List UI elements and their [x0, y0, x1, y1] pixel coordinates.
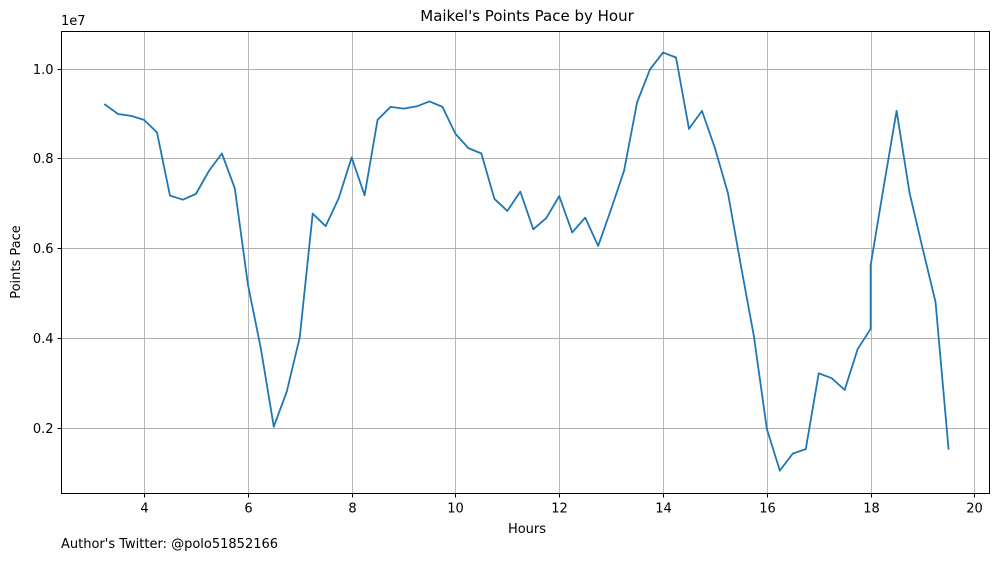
data-point	[104, 103, 106, 106]
data-point	[311, 212, 314, 215]
data-point	[130, 115, 132, 117]
x-tick-label: 4	[140, 502, 148, 517]
data-point	[856, 348, 859, 350]
series-group	[103, 51, 950, 472]
data-point	[208, 170, 210, 172]
data-point	[714, 147, 716, 149]
plot-frame	[61, 31, 990, 494]
data-point	[247, 283, 249, 285]
author-twitter-note: Author's Twitter: @polo51852166	[61, 537, 279, 552]
x-tick-label: 8	[348, 502, 356, 517]
data-point	[532, 228, 535, 231]
x-tick-label: 12	[551, 502, 568, 517]
data-point	[649, 68, 651, 70]
data-point	[727, 192, 729, 194]
data-point	[934, 301, 937, 303]
data-point	[895, 110, 898, 112]
data-point	[636, 101, 638, 104]
data-point	[908, 192, 911, 194]
data-point	[662, 51, 664, 54]
data-point	[817, 372, 820, 375]
y-offset-label: 1e7	[61, 14, 86, 29]
data-point	[921, 247, 924, 249]
y-axis-ticks: 0.2 0.4 0.6 0.8 1.0	[33, 63, 62, 437]
x-tick-label: 10	[447, 502, 464, 517]
data-point	[117, 113, 119, 115]
data-point	[830, 377, 833, 380]
data-point	[272, 425, 275, 428]
x-tick-label: 6	[244, 502, 252, 517]
data-point	[584, 216, 586, 219]
data-point	[869, 264, 872, 266]
data-point	[740, 264, 742, 267]
data-point	[169, 194, 171, 197]
data-point	[402, 107, 405, 110]
data-point	[688, 128, 690, 130]
data-point	[882, 186, 885, 188]
data-point	[350, 156, 353, 159]
data-point	[467, 147, 470, 149]
data-point	[156, 131, 158, 134]
data-point	[454, 132, 457, 135]
data-point	[571, 231, 574, 234]
data-point	[506, 210, 509, 212]
data-point	[298, 336, 301, 339]
x-axis-ticks: 4 6 8 10 12 14 16 18 20	[140, 493, 983, 517]
y-tick-label: 0.8	[33, 152, 54, 167]
data-point	[480, 152, 483, 155]
data-point	[285, 390, 288, 393]
data-point	[389, 106, 392, 108]
data-point	[610, 208, 612, 210]
series-line-0	[103, 51, 950, 472]
data-point	[545, 217, 548, 219]
data-point	[415, 105, 418, 108]
x-tick-label: 16	[759, 502, 776, 517]
data-point	[791, 452, 794, 455]
chart-title: Maikel's Points Pace by Hour	[420, 7, 634, 25]
data-point	[143, 119, 145, 121]
data-point	[260, 347, 262, 349]
data-point	[753, 335, 755, 337]
data-point	[843, 389, 846, 391]
x-axis-label: Hours	[508, 522, 546, 537]
data-point	[441, 106, 444, 108]
data-point	[947, 447, 950, 450]
data-point	[363, 194, 366, 197]
data-point	[766, 428, 768, 430]
data-point	[804, 448, 807, 450]
data-point	[337, 197, 340, 200]
data-point	[195, 193, 197, 195]
data-point	[558, 195, 561, 197]
data-point	[376, 119, 379, 121]
x-tick-label: 20	[966, 502, 983, 517]
data-point	[324, 225, 327, 227]
x-tick-label: 14	[655, 502, 672, 517]
data-point	[519, 190, 522, 193]
data-point	[675, 56, 677, 59]
gridlines	[61, 31, 990, 494]
y-axis-label: Points Pace	[9, 225, 24, 299]
y-tick-label: 0.6	[33, 242, 54, 257]
data-point	[779, 469, 781, 472]
x-tick-label: 18	[863, 502, 880, 517]
y-tick-label: 0.4	[33, 332, 54, 347]
data-point	[234, 187, 236, 190]
data-point	[623, 169, 625, 172]
data-point	[493, 198, 496, 200]
data-point	[221, 152, 223, 155]
data-point	[869, 328, 872, 330]
y-tick-label: 1.0	[33, 63, 54, 78]
data-point	[597, 245, 599, 247]
data-point	[428, 100, 431, 103]
y-tick-label: 0.2	[33, 422, 54, 437]
data-point	[182, 198, 184, 201]
data-point	[701, 110, 703, 112]
